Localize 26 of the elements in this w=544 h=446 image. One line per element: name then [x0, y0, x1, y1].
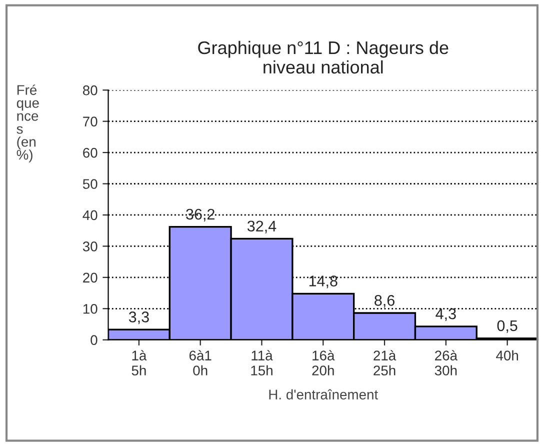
x-tick-label: 1à 5h	[132, 350, 147, 376]
x-tick-label: 16à 20h	[312, 350, 335, 376]
data-label: 3,3	[128, 312, 149, 324]
y-tick-label: 70	[83, 116, 98, 126]
y-tick-label: 60	[83, 148, 98, 158]
y-tick-label: 50	[82, 179, 98, 189]
x-tick-label: 6à1 0h	[189, 350, 212, 376]
y-tick-label: 80	[82, 85, 98, 96]
x-axis-title: H. d'entraînement	[269, 389, 378, 400]
data-label: 4,3	[436, 308, 456, 322]
y-tick-label: 20	[83, 272, 98, 283]
data-label: 0,5	[497, 320, 518, 333]
x-tick-label: 26à 30h	[434, 350, 458, 376]
x-tick-label: 40h	[496, 350, 518, 360]
x-tick-label: 11à 15h	[251, 350, 273, 376]
data-label: 14,8	[309, 276, 338, 288]
y-tick-label: 0	[90, 335, 98, 346]
chart-title: Graphique n°11 D : Nageurs de niveau national	[198, 40, 448, 74]
data-label: 32,4	[247, 220, 276, 234]
y-tick-label: 30	[82, 242, 98, 252]
y-tick-label: 40	[82, 210, 98, 220]
x-tick-label: 21à 25h	[374, 350, 396, 376]
y-tick-label: 10	[83, 304, 98, 314]
data-label: 8,6	[374, 295, 394, 308]
y-axis-title: Fré que nce s (en %)	[16, 84, 39, 162]
data-label: 36,2	[186, 208, 214, 222]
